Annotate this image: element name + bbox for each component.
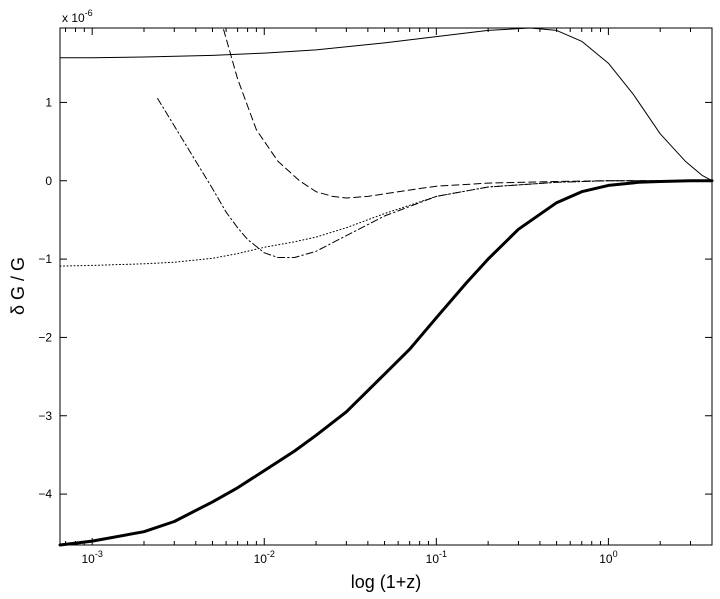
y-axis-label: δ G / G <box>8 257 28 315</box>
y-tick-label-5: −3 <box>38 409 52 423</box>
plot-frame <box>59 27 713 546</box>
series-line-4 <box>59 180 713 267</box>
series-line-2 <box>223 29 713 199</box>
x-axis-label: log (1+z) <box>351 572 422 592</box>
x-tick-label-2: 10-2 <box>254 549 275 566</box>
y-tick-label-6: −4 <box>38 487 52 501</box>
label-layer: 10-3 10-2 10-1 100 1 0 −1 −2 −3 −4 <box>38 95 617 566</box>
series-layer <box>58 27 714 547</box>
series-line-1 <box>59 27 713 182</box>
x-tick-label-1: 10-3 <box>82 549 103 566</box>
y-multiplier-label: x 10-6 <box>62 8 93 25</box>
y-tick-label-2: 0 <box>45 174 52 188</box>
series-line-3 <box>157 98 713 258</box>
x-tick-label-3: 10-1 <box>426 549 447 566</box>
y-tick-label-3: −1 <box>38 252 52 266</box>
x-tick-label-4: 100 <box>599 549 617 566</box>
y-tick-label-4: −2 <box>38 330 52 344</box>
tick-layer <box>60 28 713 545</box>
series-line-5 <box>58 179 714 547</box>
y-tick-label-1: 1 <box>45 95 52 109</box>
